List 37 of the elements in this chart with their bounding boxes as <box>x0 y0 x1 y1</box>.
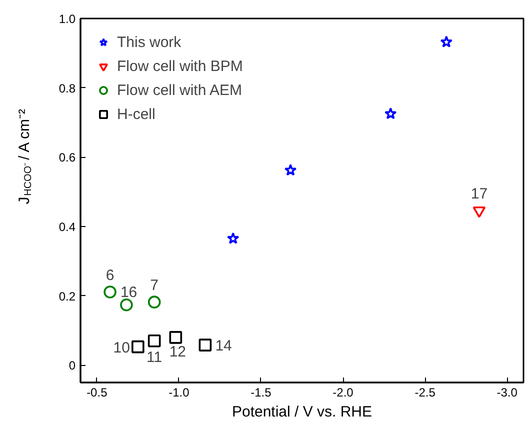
annotation: 7 <box>150 277 159 294</box>
point <box>104 286 116 298</box>
point <box>198 338 212 352</box>
annotation: 14 <box>215 338 232 355</box>
annotation: 10 <box>113 339 130 356</box>
y-axis-title: JHCOO⁻/ A cm⁻² <box>16 109 34 204</box>
legend-label: Flow cell with AEM <box>117 82 242 98</box>
y-tick-label: 0.8 <box>58 81 76 96</box>
point <box>440 36 453 48</box>
annotation: 16 <box>120 284 138 301</box>
point <box>120 298 133 312</box>
point <box>169 331 182 344</box>
annotation: 12 <box>169 343 186 360</box>
x-tick-label: -3.0 <box>496 386 518 400</box>
y-tick-label: 0.4 <box>58 220 76 234</box>
point <box>148 296 161 308</box>
point <box>284 164 297 176</box>
x-tick-label: -1.5 <box>250 386 272 400</box>
point <box>132 340 144 354</box>
y-tick-label: 0 <box>68 358 76 373</box>
legend-label: H-cell <box>117 106 156 122</box>
x-tick-label: -0.5 <box>86 386 108 400</box>
legend-label: Flow cell with BPM <box>117 58 243 74</box>
x-tick-label: -2.0 <box>332 386 354 400</box>
x-tick-label: -2.5 <box>414 386 436 400</box>
point <box>226 232 240 244</box>
annotation: 11 <box>146 348 162 366</box>
legend-label: This work <box>117 34 182 50</box>
annotation: 6 <box>106 267 114 284</box>
annotation: 17 <box>470 186 488 203</box>
point <box>148 334 161 348</box>
y-tick-label: 1.0 <box>58 12 76 26</box>
point <box>384 107 397 120</box>
x-axis-title: Potential / V vs. RHE <box>232 404 372 420</box>
y-tick-label: 0.6 <box>58 150 76 165</box>
x-tick-label: -1.0 <box>168 386 190 400</box>
y-tick-label: 0.2 <box>58 289 76 304</box>
